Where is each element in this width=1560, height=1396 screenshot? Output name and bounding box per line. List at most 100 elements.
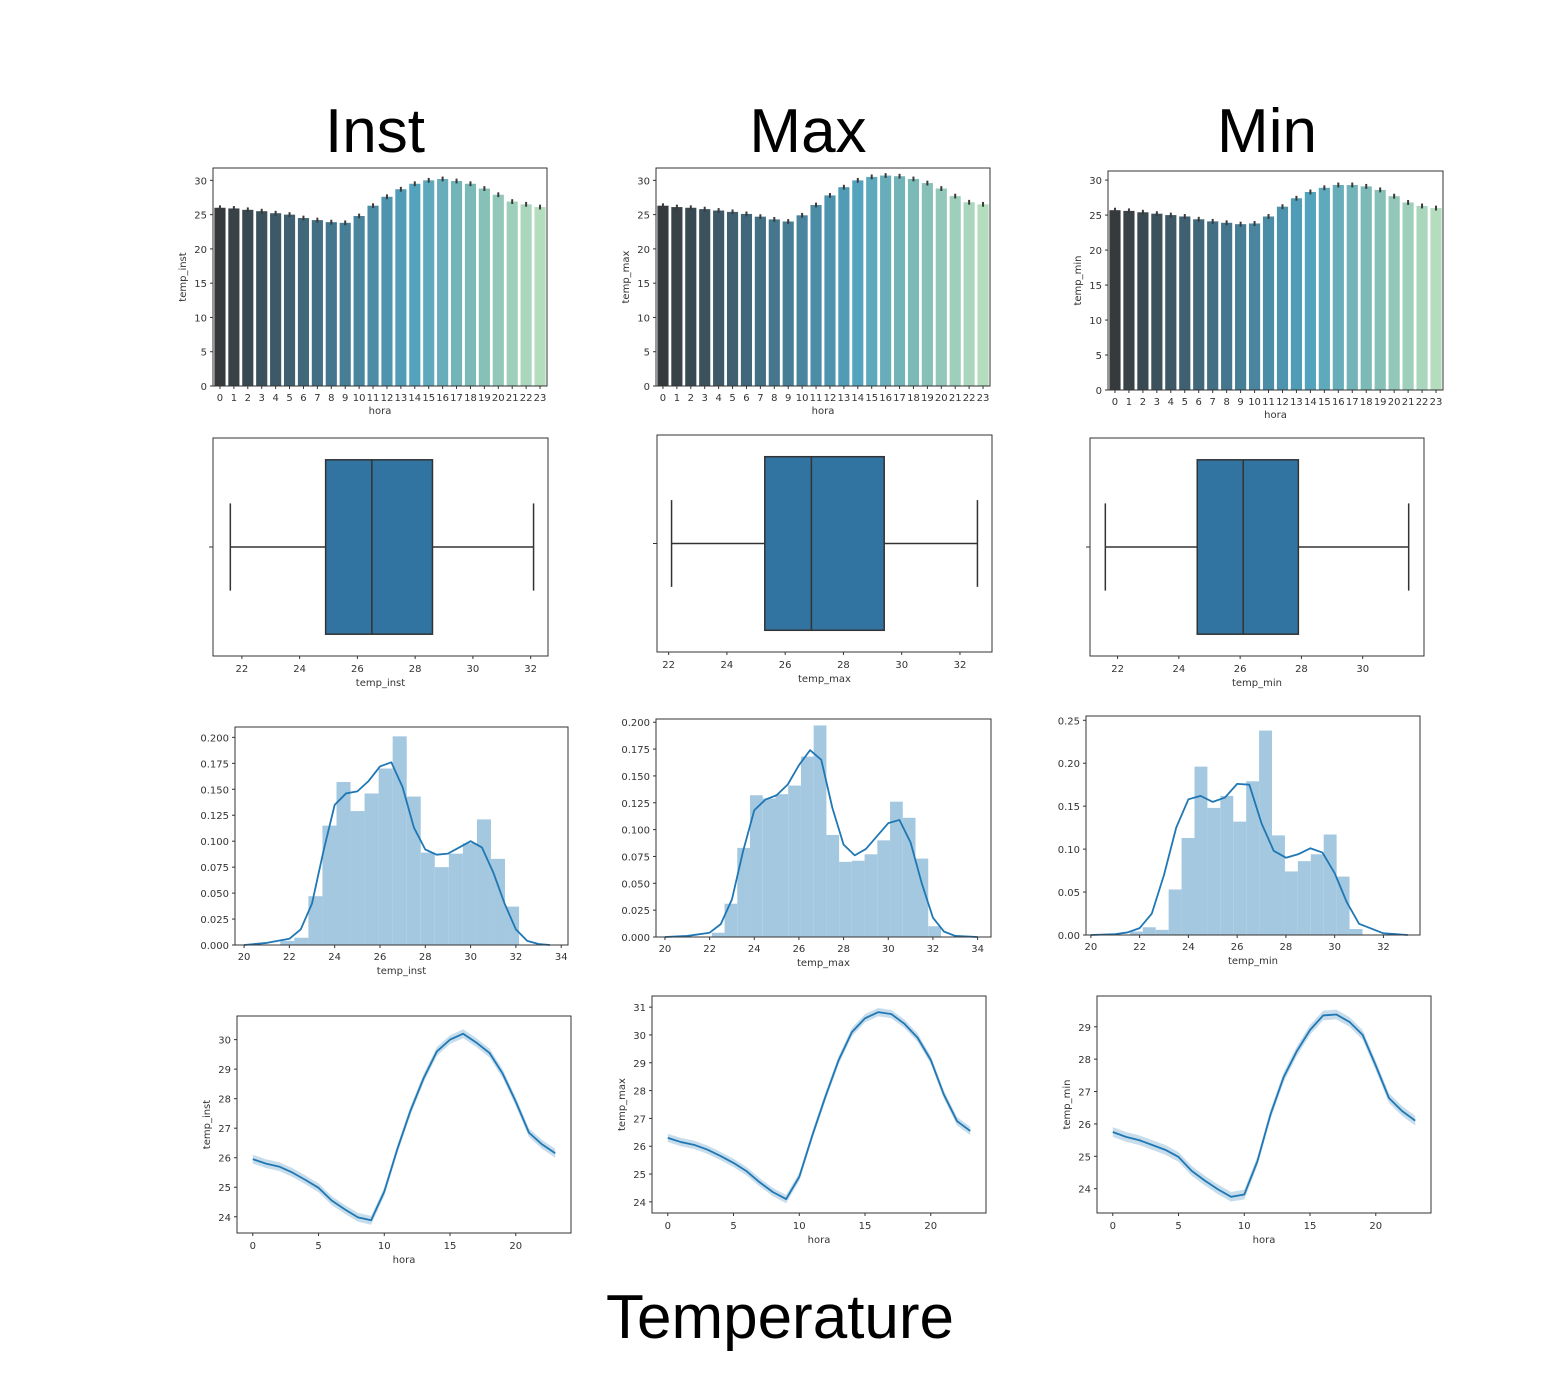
hist-bar bbox=[1155, 929, 1169, 935]
x-tick-label: 22 bbox=[662, 660, 675, 671]
x-tick-label: 15 bbox=[1318, 397, 1331, 408]
y-tick-label: 0 bbox=[201, 382, 207, 393]
bar bbox=[1151, 213, 1163, 390]
plot-area: 0 5 10 15 20 24 25 26 27 28 29 hora temp_min bbox=[1062, 995, 1432, 1246]
bar bbox=[977, 204, 989, 386]
x-tick-label: 32 bbox=[927, 944, 940, 955]
y-tick-label: 25 bbox=[1078, 1152, 1091, 1163]
x-tick-label: 0 bbox=[660, 393, 666, 404]
x-tick-label: 13 bbox=[395, 393, 408, 404]
hist-bar bbox=[476, 819, 491, 945]
x-tick-label: 6 bbox=[300, 393, 306, 404]
x-tick-label: 28 bbox=[1280, 942, 1293, 953]
x-tick-label: 22 bbox=[1133, 942, 1146, 953]
x-tick-label: 28 bbox=[837, 660, 850, 671]
plot-area: 0 1 2 3 4 5 6 7 8 9 10 11 12 13 14 15 16 17 18 19 20 21 22 2305… bbox=[1073, 170, 1444, 421]
hist-bar bbox=[877, 840, 891, 937]
x-axis-label: hora bbox=[808, 1235, 831, 1246]
bar bbox=[824, 195, 836, 386]
hist-bar bbox=[1272, 835, 1285, 935]
plot-frame bbox=[1096, 995, 1432, 1214]
x-tick-label: 30 bbox=[895, 660, 908, 671]
y-tick-label: 0.200 bbox=[200, 733, 229, 744]
y-tick-label: 29 bbox=[633, 1059, 646, 1070]
y-tick-label: 0.10 bbox=[1058, 845, 1080, 856]
plot-area: 20 22 24 26 28 30 32 34 0.000 0.025 0.050 0.075 0.10… bbox=[621, 718, 992, 969]
plot-area: 20 22 24 26 28 30 32 0.00 0.05 0.10 0.15 0.20 0.25 te… bbox=[1058, 715, 1421, 967]
bar bbox=[339, 222, 351, 386]
x-axis-label: hora bbox=[1264, 410, 1287, 421]
bar bbox=[242, 209, 254, 386]
bar bbox=[381, 196, 393, 386]
x-tick-label: 28 bbox=[419, 952, 432, 963]
plot-frame bbox=[234, 726, 569, 946]
y-tick-label: 24 bbox=[1078, 1185, 1091, 1196]
bar bbox=[1179, 216, 1191, 390]
x-tick-label: 1 bbox=[674, 393, 680, 404]
hist-bar bbox=[1129, 931, 1143, 935]
bar bbox=[699, 209, 711, 386]
bar bbox=[782, 221, 794, 386]
kde-line bbox=[664, 749, 978, 938]
x-tick-label: 7 bbox=[314, 393, 320, 404]
x-tick-label: 0 bbox=[1110, 1221, 1116, 1232]
x-tick-label: 5 bbox=[1182, 397, 1188, 408]
x-tick-label: 20 bbox=[492, 393, 505, 404]
x-tick-label: 24 bbox=[328, 952, 341, 963]
chart-box-max: 22 24 26 28 30 32 temp_max bbox=[653, 434, 993, 685]
x-tick-label: 9 bbox=[785, 393, 791, 404]
x-tick-label: 24 bbox=[721, 660, 734, 671]
y-tick-label: 15 bbox=[637, 279, 650, 290]
hist-bar bbox=[1284, 871, 1298, 935]
y-tick-label: 20 bbox=[637, 245, 650, 256]
chart-line-inst: 0 5 10 15 20 24 25 26 27 28 29 30 hora temp_inst bbox=[202, 1015, 572, 1266]
bar bbox=[726, 211, 739, 386]
bar bbox=[657, 205, 669, 386]
y-tick-label: 31 bbox=[633, 1003, 646, 1014]
plot-frame bbox=[1089, 437, 1425, 657]
x-tick-label: 22 bbox=[520, 393, 533, 404]
bar bbox=[1304, 191, 1316, 390]
iqr-box bbox=[1196, 459, 1300, 635]
x-tick-label: 23 bbox=[534, 393, 547, 404]
bar bbox=[671, 207, 683, 386]
bar bbox=[437, 178, 449, 386]
hist-bar bbox=[711, 932, 725, 937]
y-tick-label: 0.05 bbox=[1058, 888, 1080, 899]
y-tick-label: 0.200 bbox=[621, 718, 650, 729]
iqr-box bbox=[324, 459, 434, 635]
y-tick-label: 5 bbox=[201, 348, 207, 359]
hist-bar bbox=[378, 768, 393, 945]
bar bbox=[270, 213, 282, 386]
x-axis-label: hora bbox=[812, 406, 835, 417]
kde-line bbox=[243, 761, 550, 946]
x-axis-label: temp_inst bbox=[356, 678, 405, 689]
y-axis-label: temp_max bbox=[621, 250, 632, 303]
hist-bar bbox=[1220, 795, 1234, 935]
x-tick-label: 30 bbox=[1328, 942, 1341, 953]
bar bbox=[353, 215, 365, 386]
chart-bar-min: 0 1 2 3 4 5 6 7 8 9 10 11 12 13 14 15 16 17 18 19 20 21 22 2305… bbox=[1073, 170, 1444, 421]
chart-line-min: 0 5 10 15 20 24 25 26 27 28 29 hora temp_min bbox=[1062, 995, 1432, 1246]
bar bbox=[1416, 205, 1428, 390]
x-tick-label: 26 bbox=[374, 952, 387, 963]
y-tick-label: 24 bbox=[633, 1198, 646, 1209]
x-tick-label: 2 bbox=[245, 393, 251, 404]
y-tick-label: 20 bbox=[1089, 246, 1102, 257]
bar bbox=[852, 180, 864, 386]
x-tick-label: 17 bbox=[1346, 397, 1359, 408]
y-tick-label: 0 bbox=[1096, 386, 1102, 397]
y-tick-label: 0.15 bbox=[1058, 802, 1080, 813]
y-tick-label: 28 bbox=[1078, 1055, 1091, 1066]
x-tick-label: 0 bbox=[1112, 397, 1118, 408]
plot-area: 20 22 24 26 28 30 32 34 0.000 0.025 0.050 0.075 0.10… bbox=[200, 726, 569, 977]
y-tick-label: 27 bbox=[633, 1114, 646, 1125]
x-tick-label: 20 bbox=[935, 393, 948, 404]
x-tick-label: 30 bbox=[882, 944, 895, 955]
hist-bar bbox=[420, 852, 435, 945]
plot-frame bbox=[212, 167, 548, 387]
plot-frame bbox=[1107, 170, 1444, 391]
plot-area: 22 24 26 28 30 32 temp_max bbox=[653, 434, 993, 685]
x-tick-label: 5 bbox=[315, 1241, 321, 1252]
bar bbox=[1430, 208, 1442, 390]
